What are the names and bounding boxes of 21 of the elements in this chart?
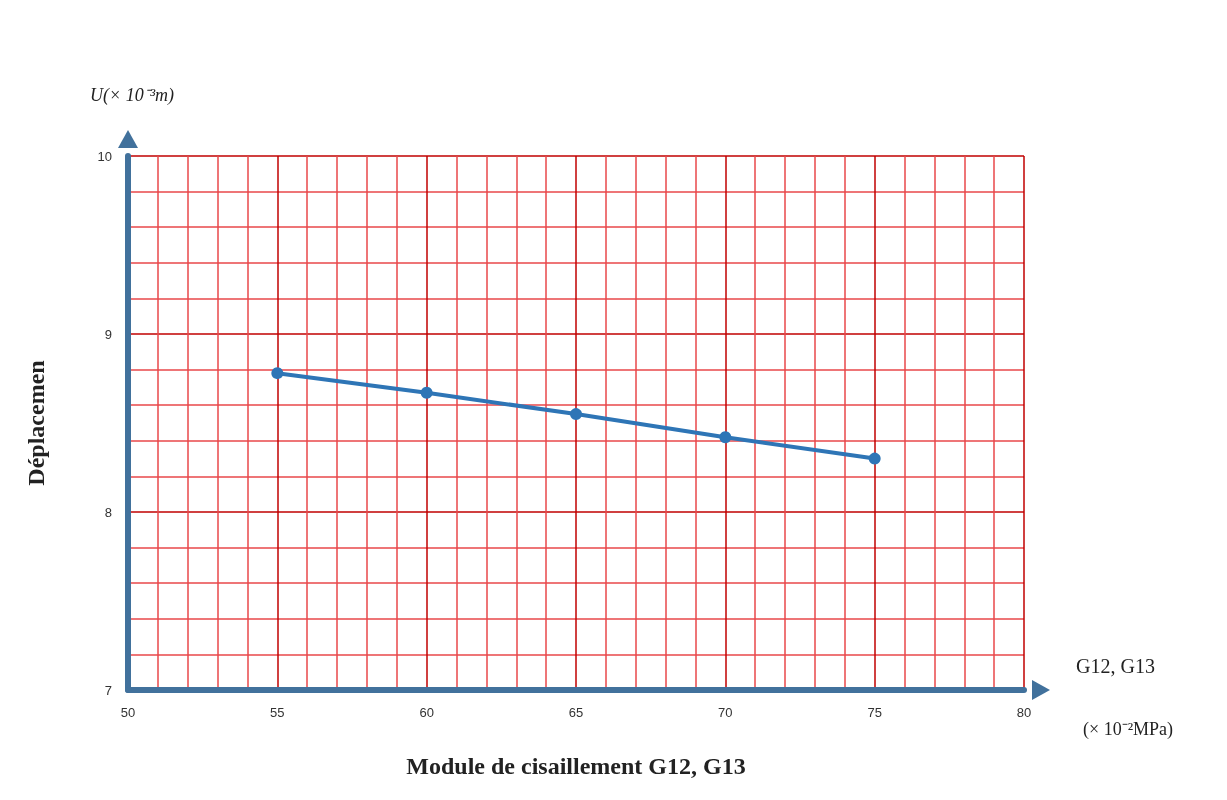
y-tick-label: 7 [104,682,112,698]
x-tick-label: 65 [568,705,584,720]
x-tick-label: 75 [867,705,882,720]
point [420,386,433,399]
x-tick-label: 50 [120,705,136,720]
point [868,452,881,465]
text: G12, G13 [1076,655,1155,677]
point [271,367,284,380]
y-axis-title: Déplacemen [23,360,49,486]
point [719,431,732,444]
y-tick-label: 9 [104,326,112,342]
x-tick-label: 80 [1016,705,1032,720]
text: (× 10⁻²MPa) [1083,719,1174,740]
y-tick-label: 10 [97,148,112,164]
x-tick-label: 60 [419,705,434,720]
x-axis-title: Module de cisaillement G12, G13 [406,753,746,779]
text: U(× 10⁻³m) [90,85,175,106]
point [570,408,582,421]
x-tick-label: 55 [270,705,285,720]
y-tick-label: 8 [104,504,112,520]
x-tick-label: 70 [718,705,733,720]
